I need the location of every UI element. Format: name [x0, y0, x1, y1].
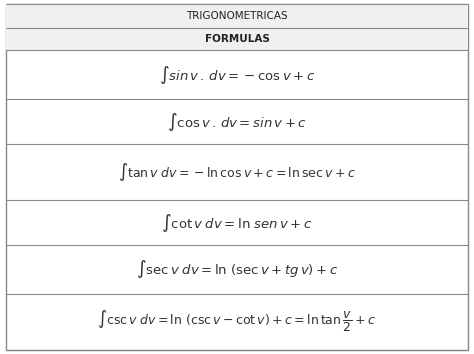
Text: $\int \csc v\;dv = \ln\,(\csc v - \cot v) + c = \ln\tan\dfrac{v}{2} + c$: $\int \csc v\;dv = \ln\,(\csc v - \cot v… — [98, 309, 376, 335]
Text: $\int \cot v\;dv = \ln\,\mathit{sen}\,v + c$: $\int \cot v\;dv = \ln\,\mathit{sen}\,v … — [161, 212, 313, 234]
Text: $\int \mathit{sin}\,v\,.\,dv = -\cos v + c$: $\int \mathit{sin}\,v\,.\,dv = -\cos v +… — [159, 64, 315, 86]
Text: TRIGONOMETRICAS: TRIGONOMETRICAS — [186, 11, 288, 21]
Text: $\int \tan v\;dv = -\ln\cos v + c = \ln\sec v + c$: $\int \tan v\;dv = -\ln\cos v + c = \ln\… — [118, 161, 356, 183]
Text: FORMULAS: FORMULAS — [205, 34, 269, 44]
Text: $\int \cos v\,.\,dv = \mathit{sin}\,v + c$: $\int \cos v\,.\,dv = \mathit{sin}\,v + … — [167, 110, 307, 132]
Text: $\int \sec v\;dv = \ln\,(\sec v + \mathit{tg}\,v) + c$: $\int \sec v\;dv = \ln\,(\sec v + \mathi… — [136, 258, 338, 280]
Bar — [6, 28, 468, 50]
Bar — [6, 4, 468, 28]
